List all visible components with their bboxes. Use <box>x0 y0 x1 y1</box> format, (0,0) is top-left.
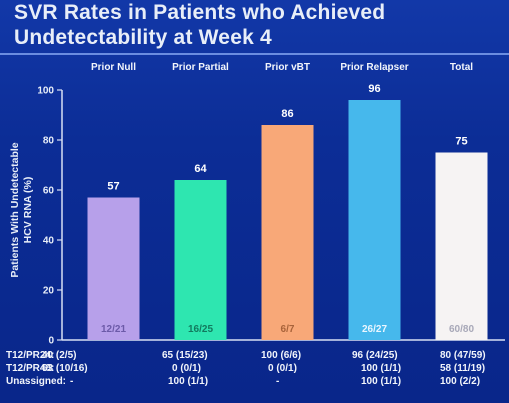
table-cell: - <box>70 376 74 387</box>
bar-value-label: 96 <box>368 83 380 95</box>
title-divider <box>0 53 509 55</box>
row-label: Unassigned: <box>6 376 67 387</box>
bar-value-label: 86 <box>281 108 293 120</box>
row-label: T12/PR48: <box>6 363 55 374</box>
table-cell: - <box>276 376 280 387</box>
table-cell: 100 (1/1) <box>361 363 402 374</box>
y-tick-label: 80 <box>43 136 55 147</box>
y-tick-label: 100 <box>37 86 54 97</box>
bar-fraction-label: 6/7 <box>281 324 295 335</box>
bar <box>348 100 401 340</box>
category-label: Prior Relapser <box>340 62 408 73</box>
y-tick-label: 20 <box>43 286 55 297</box>
bar-fraction-label: 60/80 <box>449 324 474 335</box>
table-cell: 63 (10/16) <box>42 363 88 374</box>
bar-value-label: 64 <box>194 163 207 175</box>
bar-value-label: 75 <box>455 136 467 148</box>
table-row: T12/PR24: 40 (2/5) 65 (15/23) 100 (6/6) … <box>6 350 506 363</box>
table-cell: 100 (6/6) <box>261 350 302 361</box>
bar <box>261 125 314 340</box>
table-row: Unassigned: - 100 (1/1) - 100 (1/1) 100 … <box>6 376 506 389</box>
table-cell: 96 (24/25) <box>352 350 398 361</box>
slide-title: SVR Rates in Patients who Achieved Undet… <box>14 0 494 50</box>
row-label: T12/PR24: <box>6 350 55 361</box>
table-cell: 0 (0/1) <box>268 363 297 374</box>
bar-fraction-label: 26/27 <box>362 324 387 335</box>
y-tick-label: 60 <box>43 186 55 197</box>
table-cell: 100 (1/1) <box>361 376 402 387</box>
category-label: Total <box>450 62 473 73</box>
table-cell: 65 (15/23) <box>162 350 208 361</box>
bar <box>87 197 140 340</box>
bar <box>435 152 488 340</box>
bar <box>174 180 227 340</box>
category-label: Prior Null <box>91 62 136 73</box>
y-tick-label: 40 <box>43 236 55 247</box>
bar-value-label: 57 <box>107 181 119 193</box>
y-axis-label-line-2: HCV RNA (%) <box>22 176 34 244</box>
y-axis-label-area: Patients With Undetectable HCV RNA (%) <box>0 100 44 320</box>
y-tick-label: 0 <box>48 336 54 347</box>
table-cell: 40 (2/5) <box>42 350 77 361</box>
table-cell: 100 (1/1) <box>168 376 209 387</box>
y-axis-label: Patients With Undetectable HCV RNA (%) <box>9 142 35 277</box>
title-line-1: SVR Rates in Patients who Achieved <box>14 1 386 24</box>
table-cell: 58 (11/19) <box>440 363 486 374</box>
table-row: T12/PR48: 63 (10/16) 0 (0/1) 0 (0/1) 100… <box>6 363 506 376</box>
bar-fraction-label: 16/25 <box>188 324 213 335</box>
bar-fraction-label: 12/21 <box>101 324 126 335</box>
table-cell: 100 (2/2) <box>440 376 481 387</box>
category-label: Prior Partial <box>172 62 229 73</box>
y-axis-label-line-1: Patients With Undetectable <box>9 142 21 278</box>
title-line-2: Undetectability at Week 4 <box>14 26 272 49</box>
table-cell: 80 (47/59) <box>440 350 486 361</box>
category-label: Prior vBT <box>265 62 310 73</box>
regimen-breakdown-table: T12/PR24: 40 (2/5) 65 (15/23) 100 (6/6) … <box>6 350 506 389</box>
table-cell: 0 (0/1) <box>172 363 201 374</box>
